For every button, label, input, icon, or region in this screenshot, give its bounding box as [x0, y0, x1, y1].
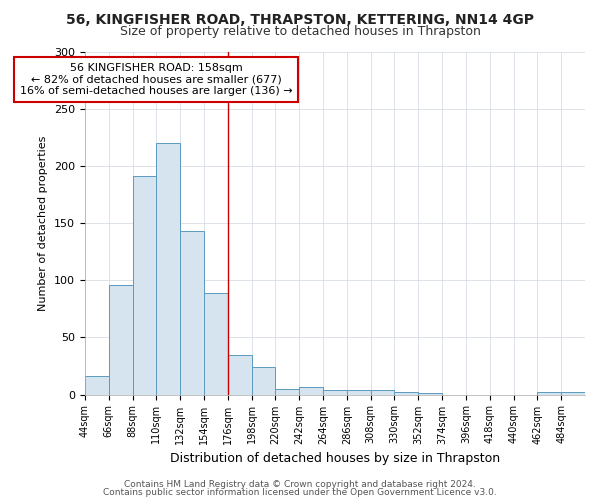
Bar [347, 390, 371, 394]
Bar [85, 376, 109, 394]
Text: Contains HM Land Registry data © Crown copyright and database right 2024.: Contains HM Land Registry data © Crown c… [124, 480, 476, 489]
Text: Size of property relative to detached houses in Thrapston: Size of property relative to detached ho… [119, 25, 481, 38]
Bar [394, 392, 418, 394]
X-axis label: Distribution of detached houses by size in Thrapston: Distribution of detached houses by size … [170, 452, 500, 465]
Bar [323, 390, 347, 394]
Bar [275, 389, 299, 394]
Text: 56, KINGFISHER ROAD, THRAPSTON, KETTERING, NN14 4GP: 56, KINGFISHER ROAD, THRAPSTON, KETTERIN… [66, 12, 534, 26]
Text: 56 KINGFISHER ROAD: 158sqm
← 82% of detached houses are smaller (677)
16% of sem: 56 KINGFISHER ROAD: 158sqm ← 82% of deta… [20, 63, 293, 96]
Text: Contains public sector information licensed under the Open Government Licence v3: Contains public sector information licen… [103, 488, 497, 497]
Bar [228, 354, 251, 395]
Bar [561, 392, 585, 394]
Bar [157, 143, 180, 395]
Bar [204, 293, 228, 394]
Bar [538, 392, 561, 394]
Bar [371, 390, 394, 394]
Bar [109, 285, 133, 395]
Bar [133, 176, 157, 394]
Bar [299, 386, 323, 394]
Bar [180, 231, 204, 394]
Bar [251, 367, 275, 394]
Y-axis label: Number of detached properties: Number of detached properties [38, 136, 49, 310]
